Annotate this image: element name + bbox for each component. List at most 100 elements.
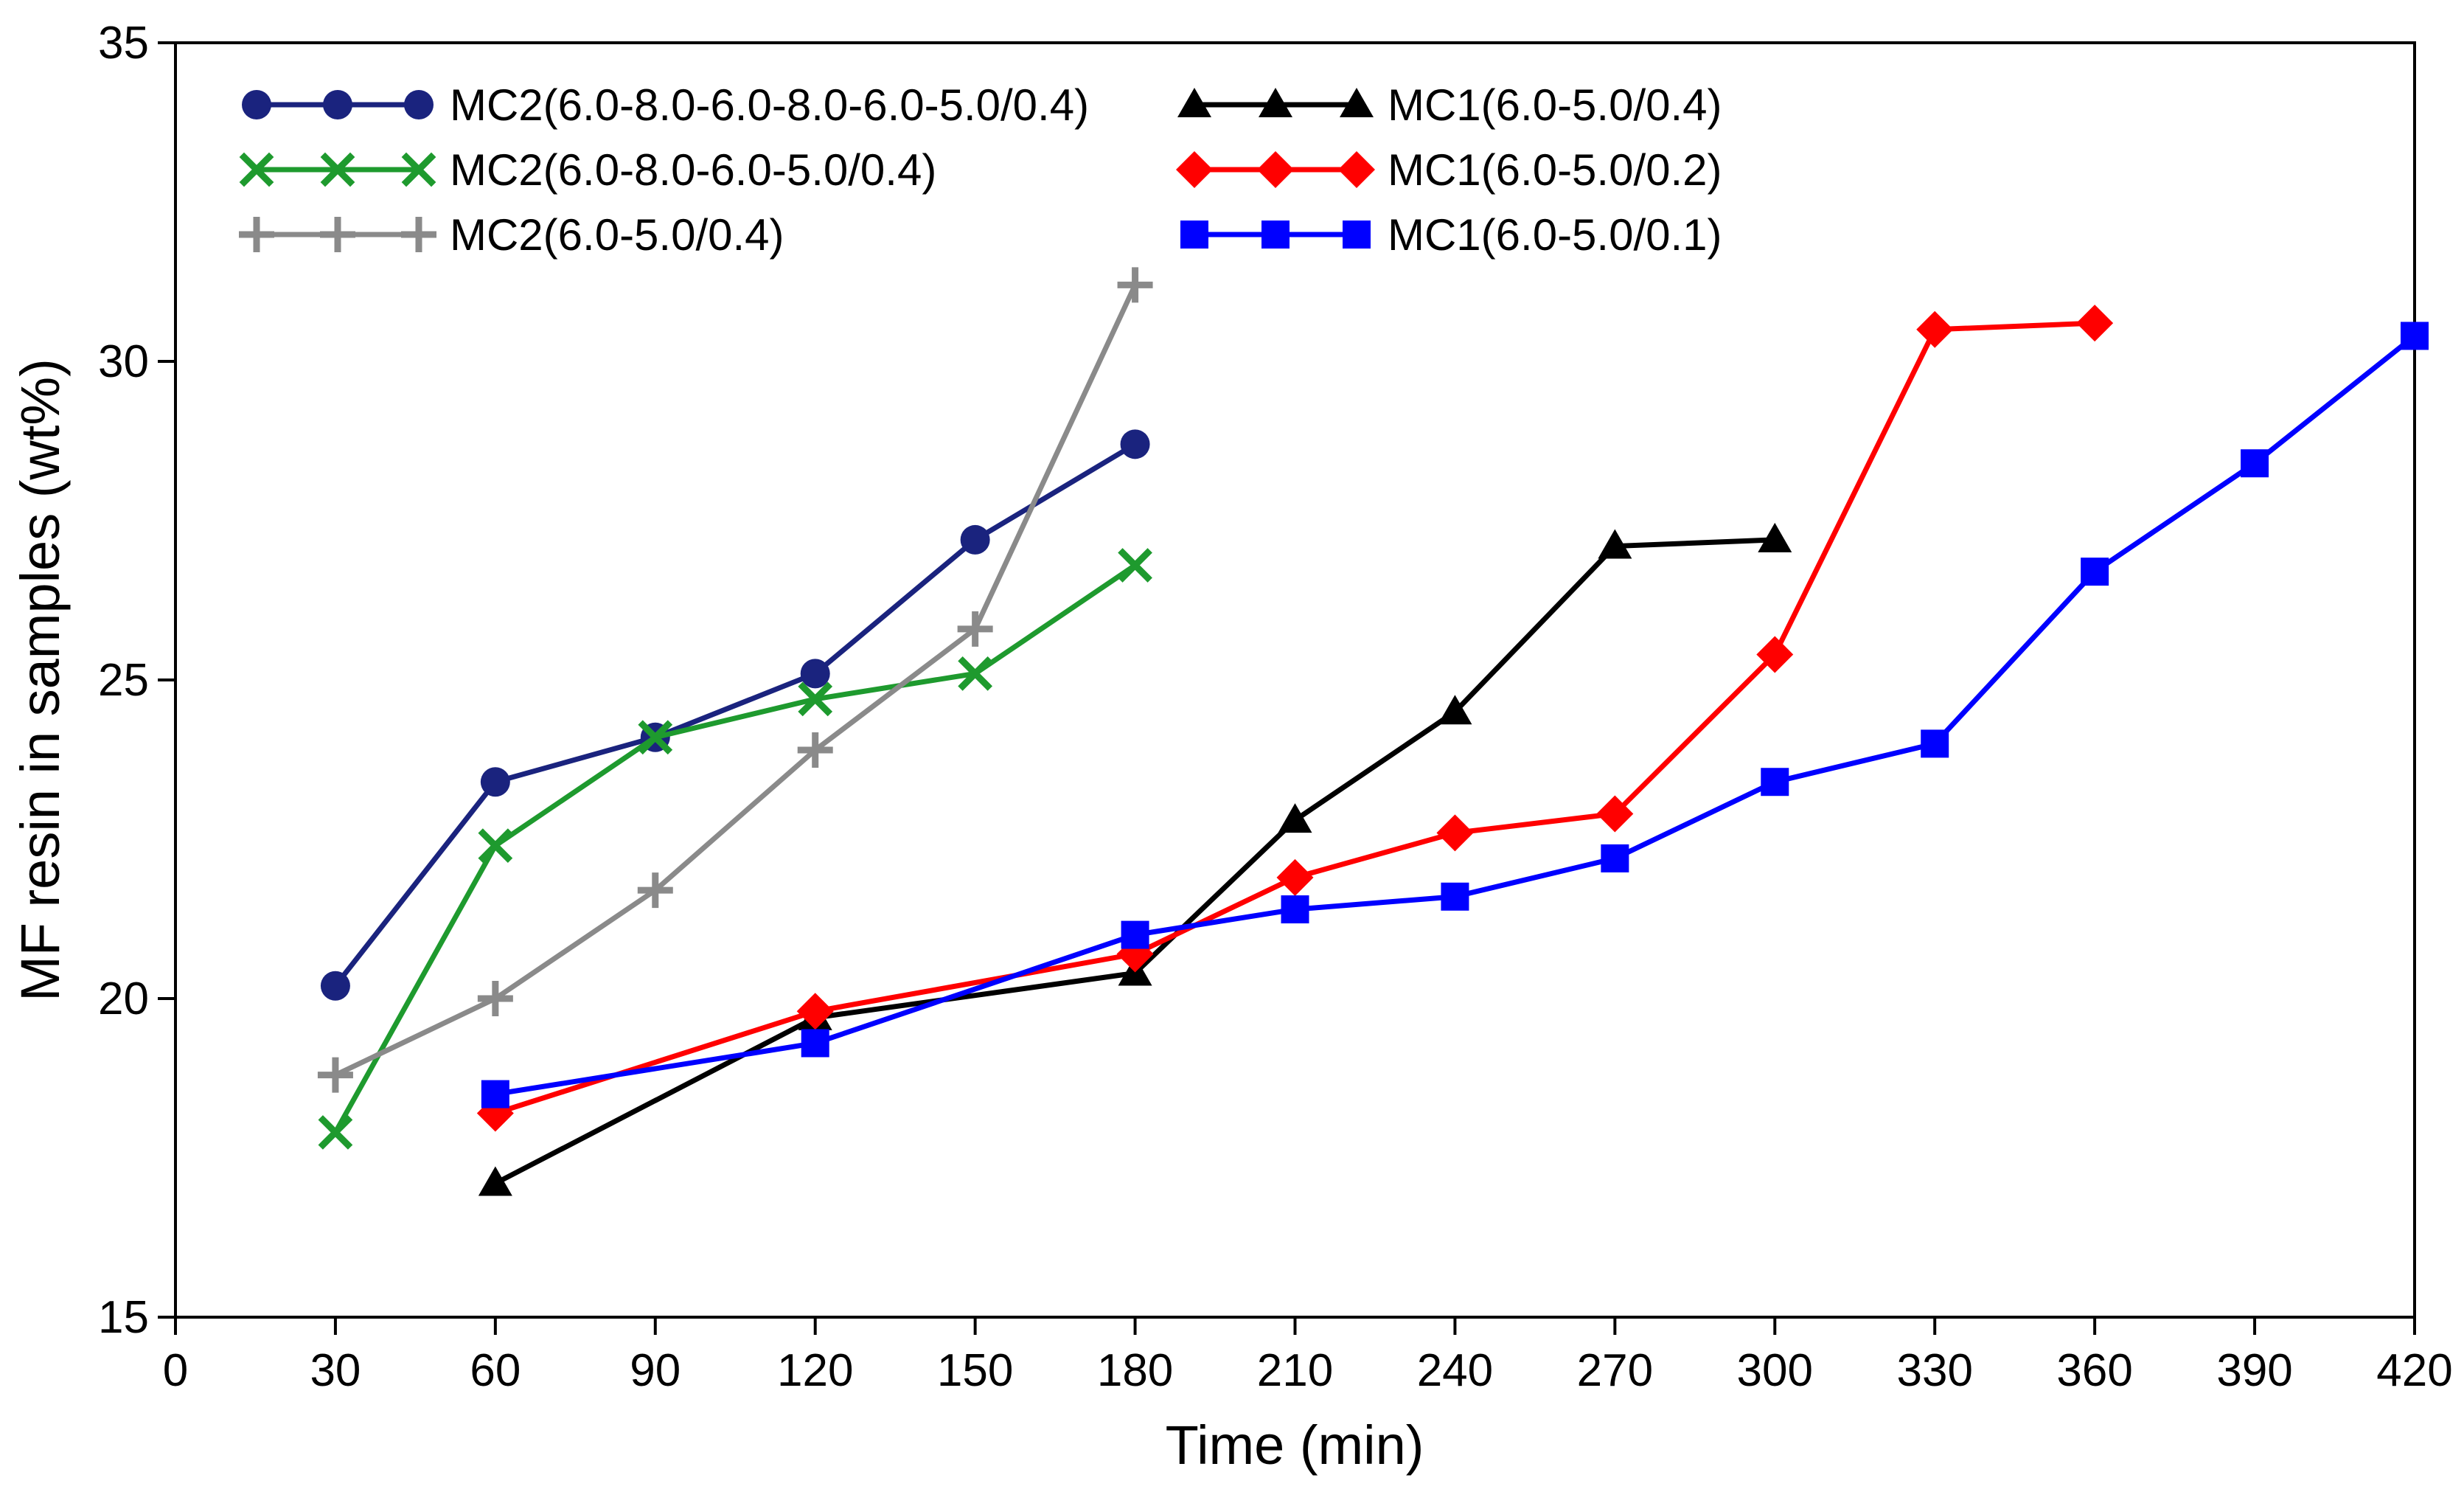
series-3 (317, 267, 1153, 1093)
data-point (1761, 768, 1789, 796)
data-point (960, 524, 990, 555)
data-point (1438, 695, 1472, 725)
legend-item-4: MC1(6.0-5.0/0.4) (1177, 80, 1722, 130)
legend-marker (1338, 151, 1375, 188)
data-point (1916, 310, 1954, 348)
x-tick-label: 330 (1896, 1345, 1972, 1396)
legend-marker (1261, 221, 1290, 249)
data-point (957, 611, 993, 647)
legend-marker (242, 90, 271, 119)
x-tick-label: 360 (2056, 1345, 2132, 1396)
y-tick-label: 25 (98, 655, 149, 706)
series-2 (318, 548, 1152, 1150)
data-point (480, 767, 510, 797)
series-line (333, 563, 1137, 1134)
x-axis-title: Time (min) (1166, 1415, 1424, 1476)
data-point (797, 732, 833, 768)
data-point (318, 1115, 353, 1150)
data-point (1276, 858, 1314, 896)
series-line (333, 442, 1137, 988)
data-point (2081, 558, 2109, 586)
data-point (1278, 803, 1312, 833)
series-6 (481, 322, 2429, 1108)
data-point (478, 828, 513, 864)
legend-label: MC1(6.0-5.0/0.2) (1388, 145, 1722, 195)
plot-area (174, 41, 2416, 1319)
x-tick-label: 420 (2376, 1345, 2452, 1396)
data-point (801, 1029, 829, 1058)
data-point (1758, 522, 1792, 552)
legend-item-5: MC1(6.0-5.0/0.2) (1176, 145, 1722, 195)
data-point (1121, 920, 1149, 949)
data-point (796, 993, 834, 1030)
x-tick-label: 180 (1097, 1345, 1173, 1396)
legend-marker (1343, 221, 1371, 249)
y-axis: 15 20 25 30 35 (98, 18, 175, 1343)
data-point (798, 681, 833, 717)
legend-item-2: MC2(6.0-8.0-6.0-5.0/0.4) (239, 145, 936, 195)
data-point (1117, 267, 1153, 303)
data-point (800, 659, 830, 689)
x-tick-label: 0 (163, 1345, 188, 1396)
x-tick-label: 270 (1577, 1345, 1653, 1396)
y-tick-label: 20 (98, 973, 149, 1024)
legend-marker (401, 152, 436, 187)
data-point (320, 971, 350, 1001)
y-axis-title: MF resin in samples (wt%) (10, 358, 71, 1002)
y-tick-label: 15 (98, 1292, 149, 1343)
legend-marker (404, 90, 434, 119)
x-tick-label: 150 (937, 1345, 1013, 1396)
legend-marker (1176, 151, 1213, 188)
legend-item-3: MC2(6.0-5.0/0.4) (239, 210, 784, 260)
legend-item-1: MC2(6.0-8.0-6.0-8.0-6.0-5.0/0.4) (242, 80, 1089, 130)
legend-marker (1177, 88, 1211, 117)
legend-marker (323, 90, 352, 119)
data-point (1601, 844, 1629, 872)
data-point (317, 1057, 353, 1093)
x-tick-label: 240 (1417, 1345, 1493, 1396)
x-tick-label: 210 (1257, 1345, 1333, 1396)
data-point (478, 1166, 512, 1196)
legend-marker (320, 217, 355, 252)
data-point (1436, 814, 1474, 852)
data-point (2241, 449, 2269, 478)
data-point (2401, 322, 2429, 350)
x-tick-label: 120 (777, 1345, 853, 1396)
legend: MC2(6.0-8.0-6.0-8.0-6.0-5.0/0.4) MC1(6.0-… (239, 80, 1722, 260)
data-point (477, 981, 513, 1016)
data-point (1281, 895, 1309, 924)
data-point (1921, 729, 1949, 758)
y-tick-label: 30 (98, 336, 149, 387)
legend-label: MC2(6.0-5.0/0.4) (450, 210, 784, 260)
data-point (1596, 795, 1634, 833)
data-point (958, 656, 993, 691)
data-point (1598, 529, 1632, 559)
data-point (637, 872, 673, 909)
legend-label: MC1(6.0-5.0/0.1) (1388, 210, 1722, 260)
data-point (1118, 548, 1152, 583)
legend-marker (239, 217, 274, 252)
data-point (1120, 429, 1150, 459)
x-tick-label: 30 (310, 1345, 361, 1396)
legend-marker (1259, 88, 1292, 117)
x-tick-label: 90 (630, 1345, 681, 1396)
legend-item-6: MC1(6.0-5.0/0.1) (1180, 210, 1722, 260)
legend-marker (401, 217, 436, 252)
legend-marker (320, 152, 355, 187)
legend-marker (1257, 151, 1294, 188)
data-point (638, 720, 673, 755)
legend-label: MC1(6.0-5.0/0.4) (1388, 80, 1722, 130)
data-point (1756, 636, 1794, 673)
legend-marker (239, 152, 274, 187)
x-tick-label: 60 (470, 1345, 521, 1396)
series-line (334, 283, 1138, 1077)
x-tick-label: 390 (2216, 1345, 2292, 1396)
legend-marker (1340, 88, 1374, 117)
x-axis: 0 30 60 90 120 150 180 210 240 270 300 330 360 390 420 (163, 1317, 2453, 1396)
y-tick-label: 35 (98, 18, 149, 69)
data-point (1441, 882, 1469, 911)
legend-label: MC2(6.0-8.0-6.0-8.0-6.0-5.0/0.4) (450, 80, 1089, 130)
legend-label: MC2(6.0-8.0-6.0-5.0/0.4) (450, 145, 936, 195)
data-point (2076, 305, 2114, 342)
